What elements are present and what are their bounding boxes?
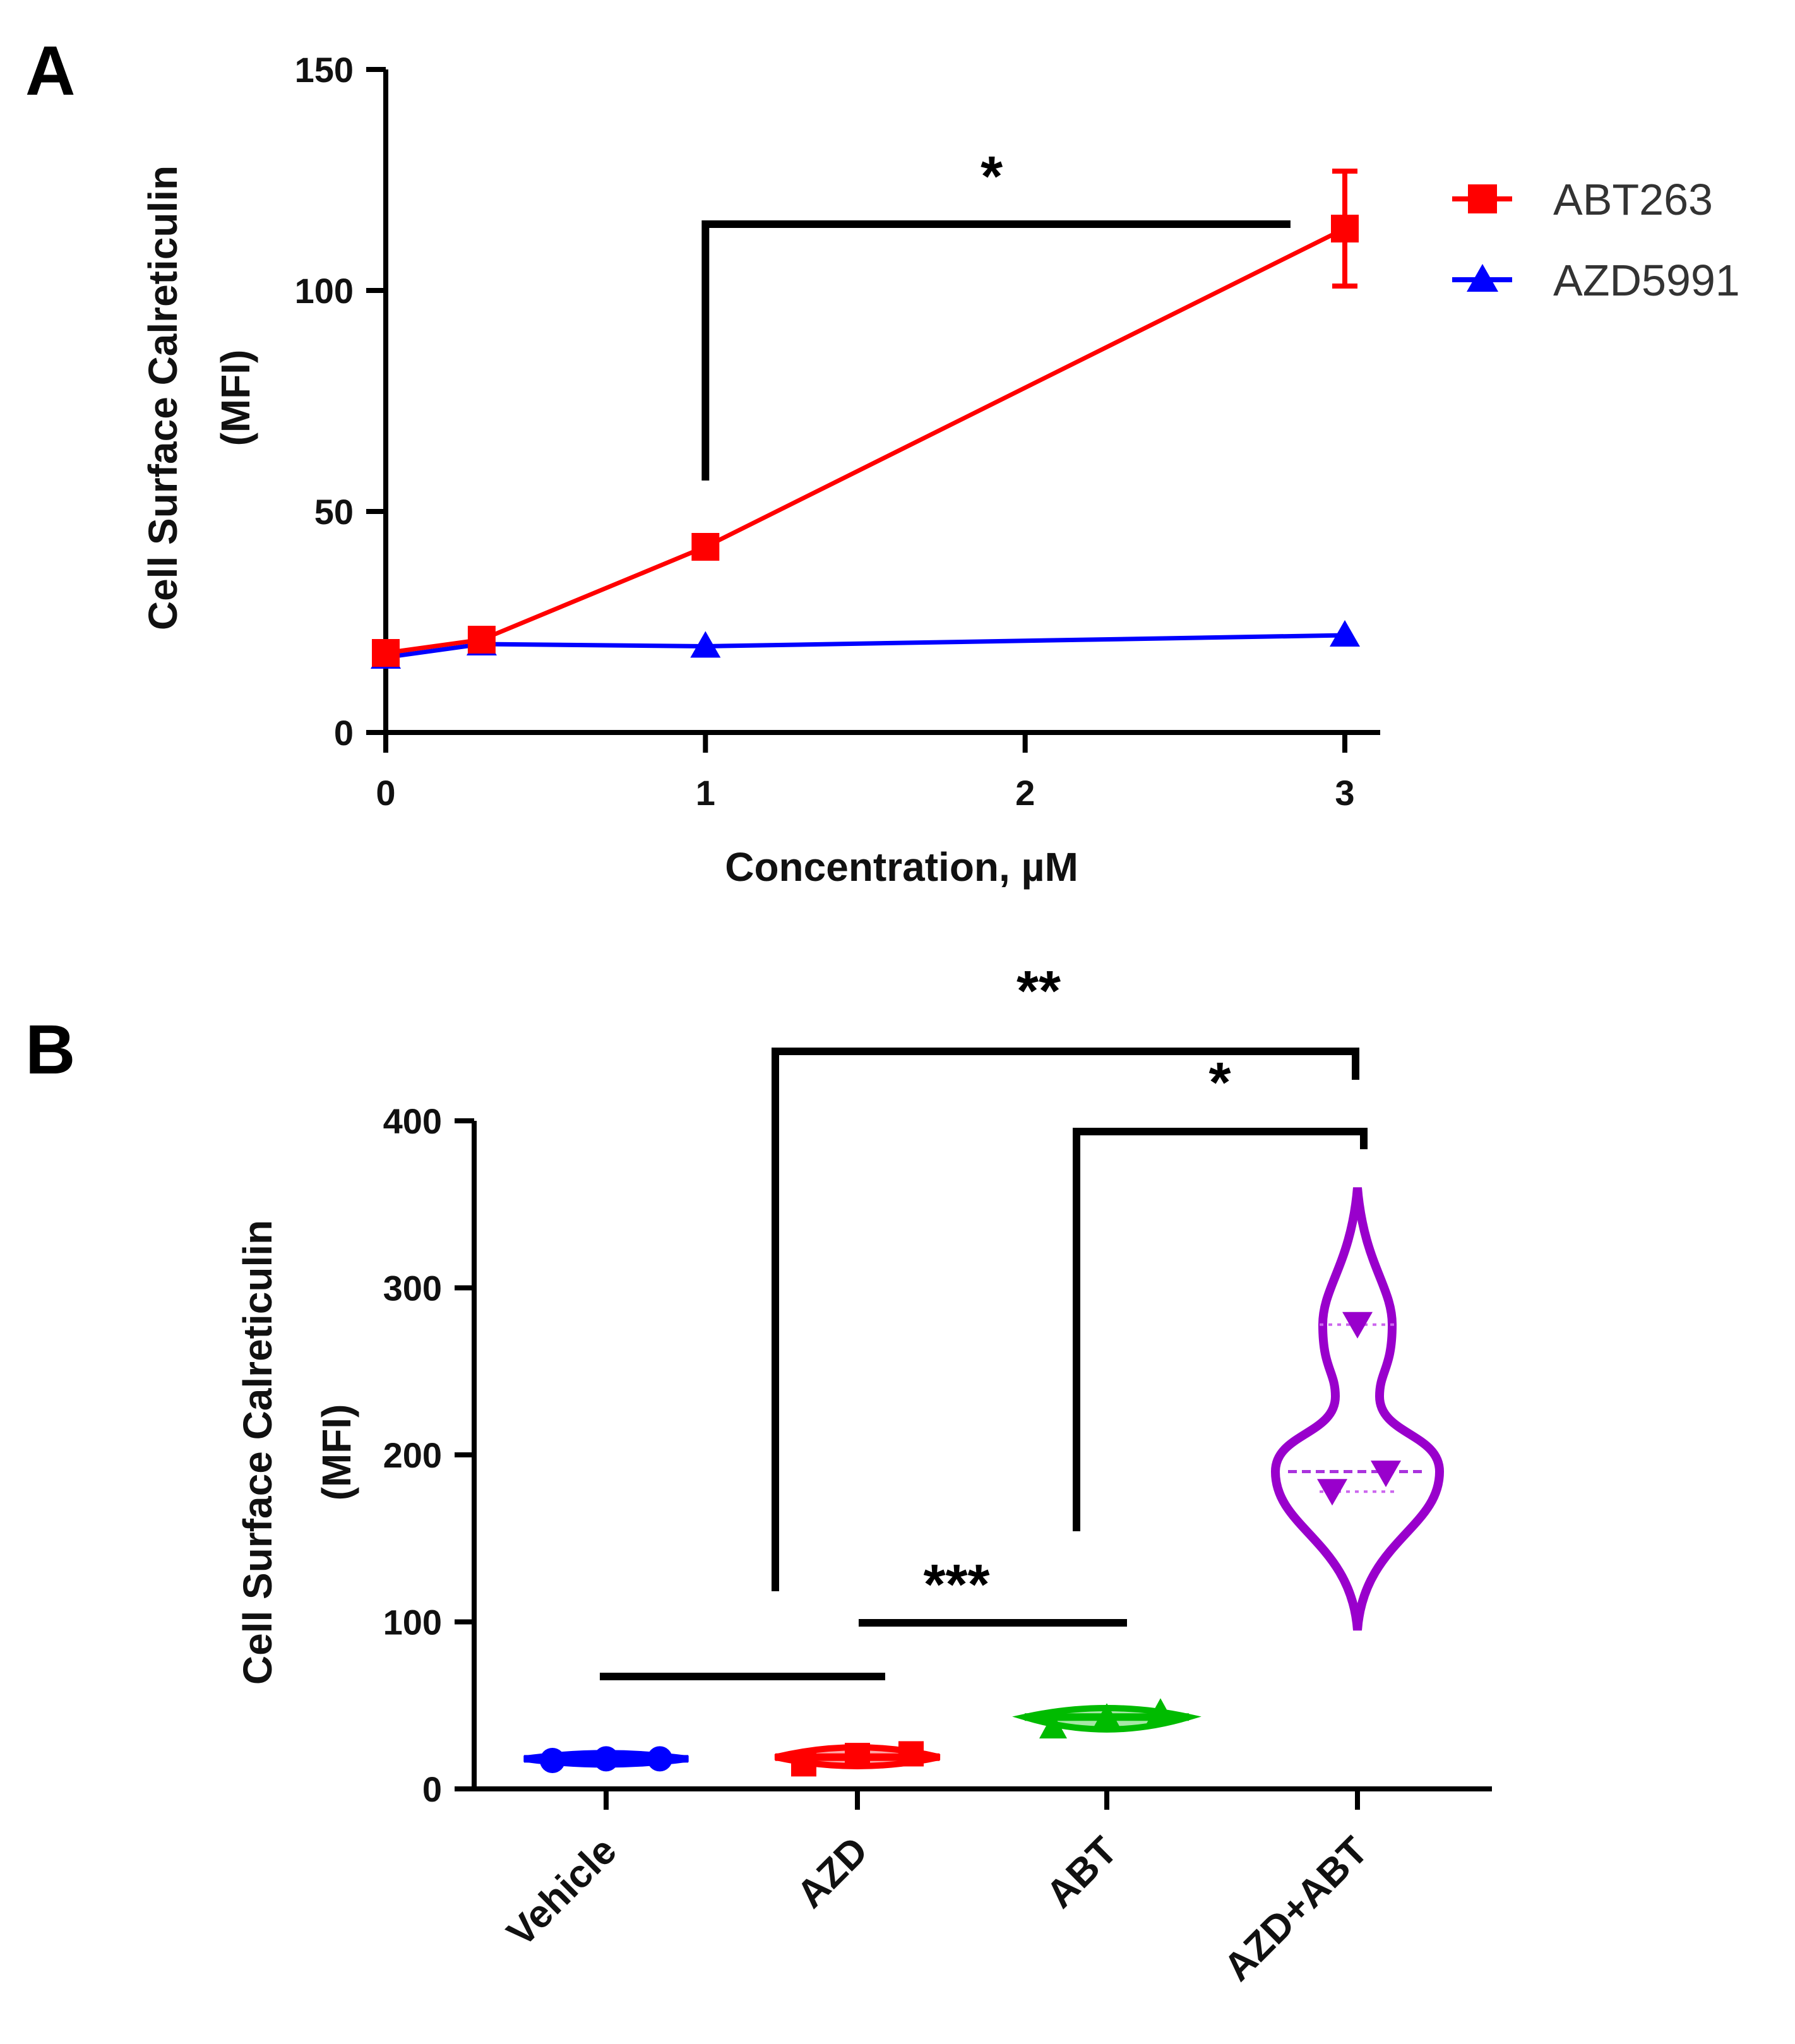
legend-abt263-label: ABT263 [1553,175,1713,224]
data-point-triangle [1039,1713,1067,1739]
data-point-square [845,1743,870,1769]
violin-abt [1012,1698,1202,1739]
sig-bracket-single [1073,1128,1368,1531]
panel-b-y-tick-label: 0 [422,1769,442,1809]
panel-a-y-axis-title-line1: Cell Surface Calreticulin [140,165,186,630]
panel-a-y-tick-label: 50 [314,492,354,532]
sig-label-double: ** [1017,960,1061,1023]
data-point-triangle-down [1317,1479,1347,1506]
data-point-square [691,533,720,561]
data-point-triangle-down [1342,1312,1373,1339]
panel-b-category-label: AZD+ABT [1215,1829,1376,1990]
panel-a-label: A [25,32,75,110]
data-point-circle [647,1746,672,1772]
panel-b-chart: 0 100 200 300 400 Vehicle AZD ABT AZD+ABT Cell … [235,960,1492,1990]
panel-a-x-tick-label: 1 [696,773,715,813]
panel-b-y-tick-label: 400 [383,1101,442,1141]
panel-a-x-axis-title: Concentration, µM [725,844,1078,890]
panel-b-y-tick-label: 200 [383,1435,442,1475]
panel-a-sig-label: * [981,145,1003,208]
legend-azd5991-marker [1467,264,1498,292]
panel-a-y-tick-label: 0 [334,713,354,753]
panel-a-legend: ABT263 AZD5991 [1452,175,1740,305]
sig-label-triple: *** [923,1553,989,1617]
sig-bracket-double [772,1048,1359,1591]
legend-azd5991-label: AZD5991 [1553,256,1740,305]
violin-outline [1270,1187,1445,1631]
violin-vehicle [523,1746,689,1774]
panel-b-significance: ** * *** [600,960,1368,1680]
series-azd5991 [371,620,1360,669]
panel-a-x-tick-label: 0 [376,773,395,813]
data-point-square [372,639,400,667]
panel-a-y-tick-label: 150 [295,50,354,90]
panel-b-label: B [25,1011,75,1089]
panel-b-category-label: AZD [789,1829,876,1916]
data-point-triangle [690,631,721,658]
data-point-square [467,626,496,654]
panel-b-y-tick-label: 300 [383,1269,442,1308]
data-point-triangle [1330,620,1360,647]
panel-a-y-tick-label: 100 [295,271,354,311]
sig-label-single: * [1208,1051,1231,1115]
panel-a-x-tick-label: 3 [1335,773,1354,813]
violin-azd-abt [1270,1187,1445,1631]
legend-abt263-marker [1468,184,1497,213]
data-point-square [791,1751,816,1777]
panel-a-y-axis-title-line2: (MFI) [213,350,258,446]
violin-azd [774,1741,941,1777]
data-point-square [898,1741,924,1767]
panel-b-y-tick-label: 100 [383,1603,442,1642]
data-point-square [1331,215,1359,242]
data-point-triangle [1147,1698,1174,1724]
series-line-abt263 [385,226,1346,655]
panel-b-category-label: Vehicle [499,1829,625,1955]
data-point-circle [593,1746,619,1772]
series-line-azd5991 [385,633,1345,660]
panel-a-chart: 0 50 100 150 0 1 2 3 Concentration, µM Cell Su… [140,50,1740,890]
data-point-triangle [1093,1703,1121,1729]
panel-b-y-axis-title-line2: (MFI) [314,1404,359,1501]
panel-b-category-label: ABT [1038,1829,1126,1916]
panel-b-y-axis-title-line1: Cell Surface Calreticulin [235,1220,280,1685]
data-point-circle [540,1748,565,1774]
panel-a-sig-bracket [701,220,1291,481]
panel-a-x-tick-label: 2 [1015,773,1035,813]
series-abt263 [372,169,1359,667]
data-point-triangle-down [1371,1461,1401,1488]
